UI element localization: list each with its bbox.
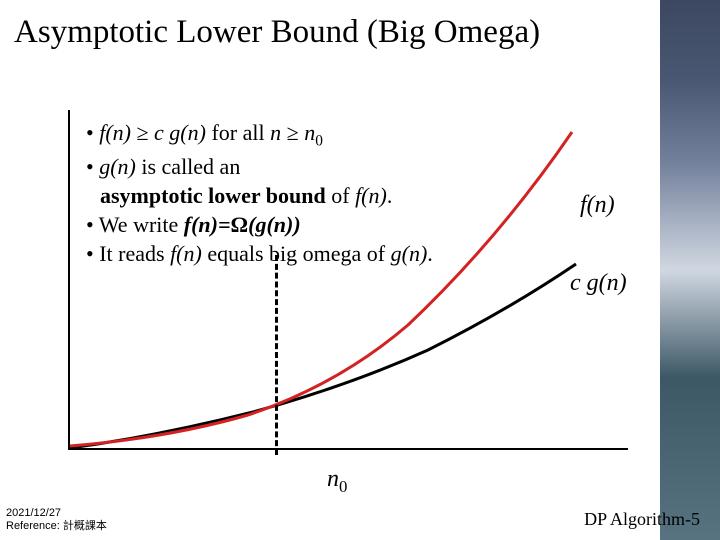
- dashed-n0-line: [275, 255, 278, 455]
- bullet-list: • f(n) ≥ c g(n) for all n ≥ n0 • g(n) is…: [86, 118, 506, 268]
- page-title: Asymptotic Lower Bound (Big Omega): [14, 14, 540, 51]
- x-axis: [68, 448, 628, 450]
- bullet-4: • We write f(n)=Ω(g(n)): [86, 210, 506, 239]
- bullet-3: asymptotic lower bound of f(n).: [86, 181, 506, 210]
- label-cgn: c g(n): [570, 270, 627, 297]
- decorative-gradient: [660, 0, 720, 540]
- footer: 2021/12/27 Reference: 計概課本: [6, 507, 107, 535]
- y-axis: [68, 110, 70, 450]
- bullet-2: • g(n) is called an: [86, 152, 506, 181]
- label-fn: f(n): [580, 192, 615, 219]
- label-n0: n0: [327, 466, 347, 497]
- bullet-1: • f(n) ≥ c g(n) for all n ≥ n0: [86, 118, 506, 152]
- page-number: DP Algorithm-5: [584, 509, 700, 530]
- footer-ref: Reference: 計概課本: [6, 520, 107, 534]
- bullet-5: • It reads f(n) equals big omega of g(n)…: [86, 239, 506, 268]
- footer-date: 2021/12/27: [6, 507, 107, 521]
